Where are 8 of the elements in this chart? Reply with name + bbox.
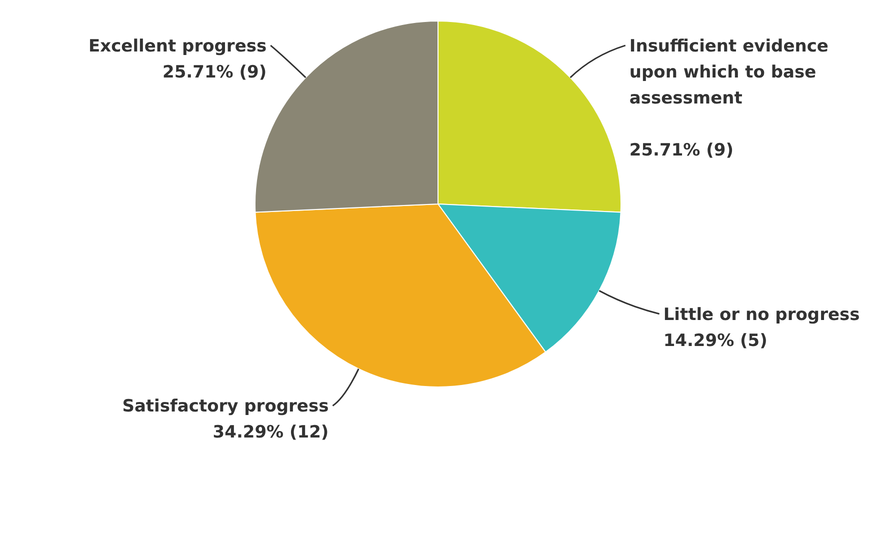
slice-label: Satisfactory progress (122, 396, 329, 417)
slice-label: Excellent progress (88, 36, 267, 56)
slice-label: Little or no progress (663, 304, 860, 325)
slice-label: Insufficient evidence upon which to base assessment (629, 36, 828, 108)
data-label: 14.29% (5) (663, 330, 768, 351)
data-label: 25.71% (9) (629, 140, 734, 160)
data-label: 34.29% (12) (212, 422, 329, 443)
data-label: 25.71% (9) (162, 62, 267, 82)
